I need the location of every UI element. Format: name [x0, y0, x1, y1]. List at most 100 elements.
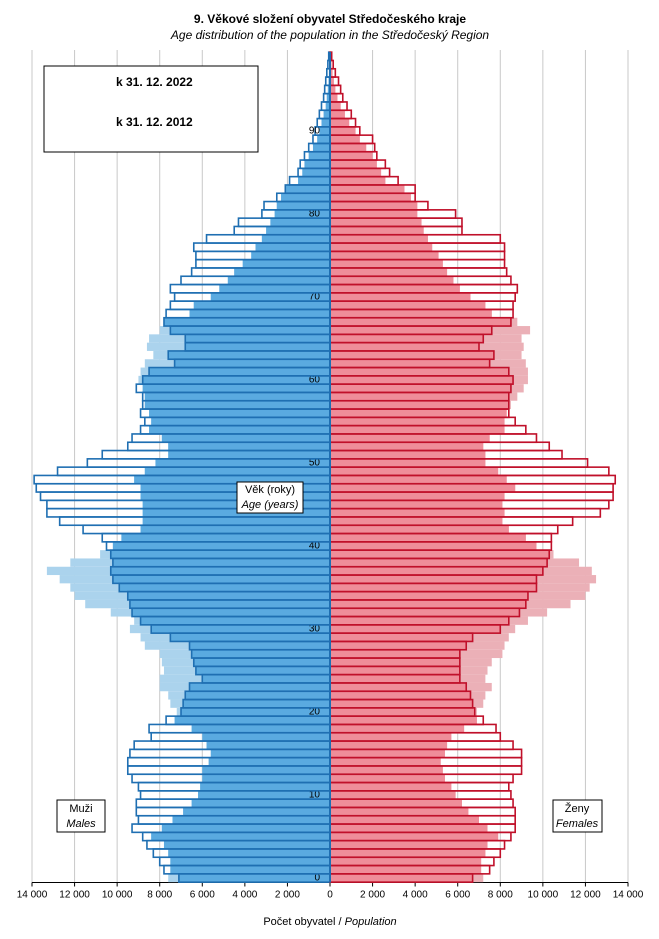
bar-overlap — [330, 492, 505, 501]
bar-overlap — [330, 425, 505, 434]
bar-overlap — [330, 467, 499, 476]
bar-overlap — [330, 633, 473, 642]
bar-overlap — [330, 774, 445, 783]
bar-overlap — [330, 873, 473, 883]
x-tick-label: 4 000 — [403, 890, 428, 901]
bar-overlap — [155, 458, 330, 468]
bar-overlap — [330, 741, 448, 750]
y-tick-label: 80 — [309, 209, 321, 220]
y-tick-label: 50 — [309, 458, 321, 469]
bar-overlap — [330, 583, 537, 592]
x-tick-label: 8 000 — [488, 890, 513, 901]
bar-overlap — [330, 840, 488, 849]
bar-overlap — [181, 707, 330, 717]
bar-overlap — [330, 226, 424, 235]
bar-overlap — [326, 93, 330, 102]
bar-overlap — [210, 749, 330, 758]
bar-overlap — [330, 699, 473, 708]
bar-overlap — [219, 284, 330, 293]
bar-overlap — [330, 566, 543, 576]
bar-overlap — [140, 616, 330, 625]
bar-overlap — [142, 516, 330, 526]
bar-overlap — [330, 267, 448, 277]
chart-subtitle: Age distribution of the population in th… — [170, 28, 490, 42]
bar-overlap — [330, 765, 443, 775]
bar-overlap — [319, 126, 330, 136]
bar-overlap — [330, 392, 509, 401]
bar-overlap — [304, 160, 330, 169]
bar-overlap — [330, 118, 350, 127]
bar-overlap — [330, 732, 452, 742]
bar-overlap — [330, 649, 460, 659]
bar-overlap — [330, 790, 456, 800]
bar-overlap — [189, 641, 330, 650]
bar-overlap — [174, 716, 330, 725]
bar-overlap — [325, 101, 330, 111]
bar-overlap — [189, 309, 330, 318]
chart-title: 9. Věkové složení obyvatel Středočeského… — [194, 12, 466, 26]
bar-overlap — [330, 591, 528, 600]
bar-overlap — [112, 575, 330, 584]
bar-overlap — [276, 201, 330, 210]
bar-overlap — [168, 442, 330, 451]
bar-overlap — [134, 475, 330, 484]
bar-overlap — [330, 500, 503, 509]
x-tick-label: 10 000 — [102, 890, 133, 901]
y-tick-label: 70 — [309, 292, 321, 303]
males-box — [56, 799, 106, 833]
bar-overlap — [330, 691, 471, 700]
bar-overlap — [330, 857, 482, 866]
bar-overlap — [330, 417, 505, 426]
x-tick-label: 2 000 — [275, 890, 300, 901]
females-label-en: Females — [556, 818, 599, 830]
bar-overlap — [330, 832, 499, 841]
x-tick-label: 8 000 — [147, 890, 172, 901]
bar-overlap — [330, 251, 439, 260]
x-tick-label: 0 — [327, 890, 333, 901]
bar-overlap — [330, 749, 445, 758]
legend-box — [43, 65, 259, 153]
bar-overlap — [110, 566, 330, 576]
bar-overlap — [132, 608, 330, 617]
bar-overlap — [270, 218, 330, 227]
bar-overlap — [149, 425, 330, 434]
bar-overlap — [330, 599, 526, 609]
bar-overlap — [330, 101, 341, 111]
bar-overlap — [170, 865, 330, 874]
bar-overlap — [330, 93, 338, 102]
bar-overlap — [242, 259, 330, 268]
bar-overlap — [330, 824, 488, 833]
bar-overlap — [193, 658, 330, 667]
bar-overlap — [330, 724, 465, 733]
bar-overlap — [110, 550, 330, 559]
bar-overlap — [191, 649, 330, 659]
x-tick-label: 6 000 — [445, 890, 470, 901]
bar-overlap — [330, 608, 520, 617]
x-tick-label: 12 000 — [59, 890, 90, 901]
bar-overlap — [202, 674, 330, 683]
bar-overlap — [330, 450, 486, 459]
bar-overlap — [330, 193, 411, 202]
females-box — [552, 799, 603, 833]
bar-overlap — [191, 724, 330, 733]
bar-overlap — [330, 525, 509, 534]
bar-overlap — [142, 384, 330, 393]
y-tick-label: 40 — [309, 541, 321, 552]
bar-overlap — [144, 392, 330, 401]
bar-overlap — [330, 85, 336, 94]
bar-overlap — [330, 359, 490, 368]
bar-overlap — [330, 367, 509, 376]
bar-overlap — [193, 301, 330, 310]
bar-overlap — [330, 384, 511, 393]
bar-overlap — [202, 774, 330, 783]
bar-overlap — [119, 583, 331, 592]
center-label-box — [236, 481, 304, 514]
bar-overlap — [261, 234, 330, 244]
bar-overlap — [112, 541, 330, 551]
bar-overlap — [129, 599, 330, 609]
y-tick-label: 20 — [309, 707, 321, 718]
bar-overlap — [149, 367, 330, 376]
bar-overlap — [330, 658, 460, 667]
bar-overlap — [330, 782, 452, 791]
males-label-en: Males — [66, 818, 96, 830]
